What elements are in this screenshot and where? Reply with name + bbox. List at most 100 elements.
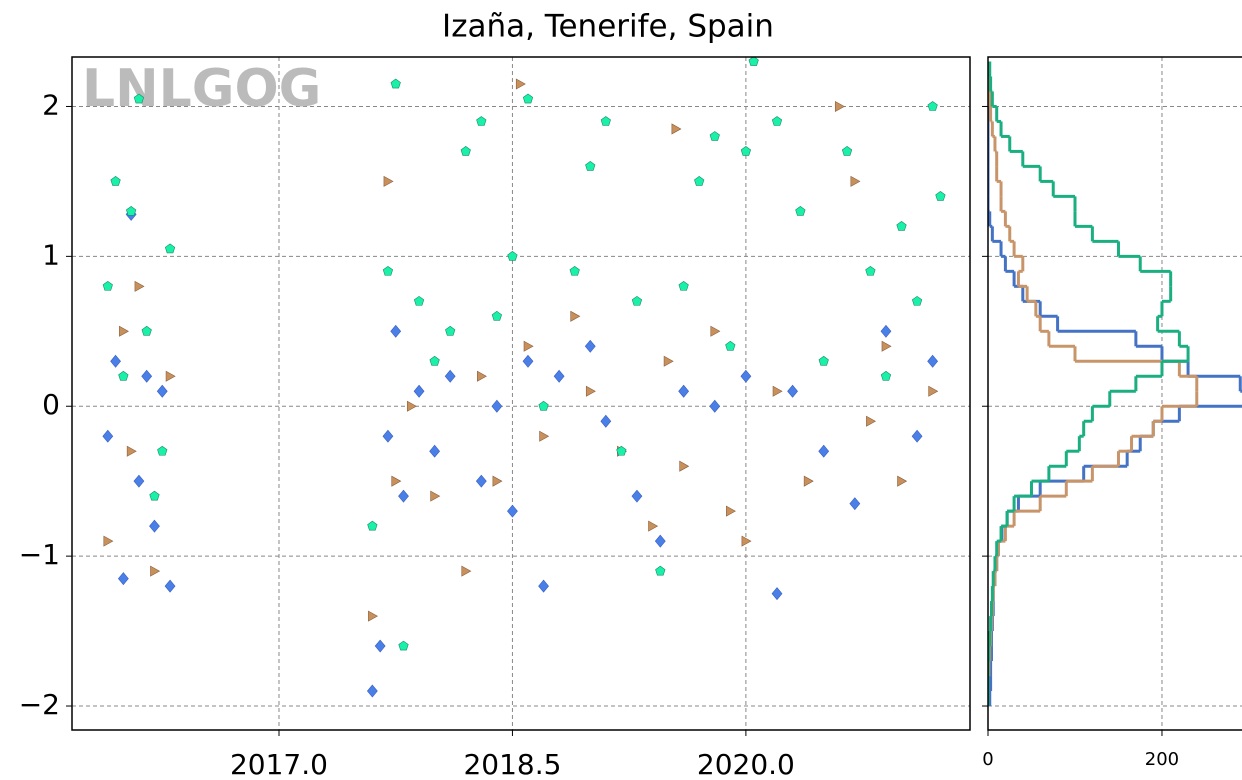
point	[896, 221, 907, 231]
y-tick-label: −1	[19, 538, 60, 571]
point	[726, 505, 736, 517]
point	[164, 579, 176, 593]
point	[740, 146, 751, 156]
chart-title: Izaña, Tenerife, Spain	[442, 9, 774, 45]
point	[134, 280, 145, 292]
point	[157, 445, 168, 456]
point	[374, 639, 386, 653]
point	[678, 280, 689, 291]
x-tick-label: 200	[1145, 749, 1179, 770]
point	[803, 475, 814, 487]
point	[477, 370, 487, 382]
point	[748, 57, 759, 66]
x-tick-label: 2017.0	[230, 748, 328, 780]
point	[133, 93, 145, 104]
point	[741, 535, 752, 547]
point	[523, 340, 534, 352]
point	[165, 370, 176, 382]
point	[539, 430, 550, 442]
point	[141, 325, 152, 336]
point	[710, 325, 721, 337]
point	[164, 243, 176, 254]
point	[911, 429, 923, 443]
point	[126, 206, 137, 216]
point	[654, 534, 666, 548]
point	[507, 250, 518, 261]
point	[648, 520, 659, 532]
point	[880, 370, 892, 381]
point	[771, 116, 783, 126]
point	[445, 325, 456, 336]
point	[492, 475, 503, 487]
point	[382, 265, 394, 276]
point	[383, 175, 394, 187]
point	[600, 116, 611, 126]
point	[553, 369, 565, 383]
point	[102, 280, 113, 291]
x-tick-label: 2020.0	[697, 748, 795, 780]
point	[787, 384, 798, 398]
point	[398, 489, 409, 503]
point	[631, 295, 643, 306]
point	[150, 565, 161, 577]
point	[538, 579, 549, 593]
point	[141, 369, 153, 383]
point	[522, 93, 534, 104]
point	[366, 684, 378, 698]
point	[461, 565, 472, 577]
point	[850, 175, 861, 187]
point	[569, 265, 580, 276]
histogram-area	[988, 57, 1242, 730]
point	[103, 535, 114, 547]
point	[795, 206, 806, 216]
point	[616, 445, 627, 456]
y-tick-label: 0	[42, 388, 60, 421]
point	[491, 310, 502, 321]
point	[818, 444, 830, 458]
point	[771, 587, 783, 601]
point	[927, 101, 938, 111]
plot-area: LNLGOG	[72, 57, 970, 730]
point	[865, 265, 876, 276]
point	[725, 340, 736, 351]
point	[585, 385, 596, 397]
point	[834, 100, 845, 112]
point	[149, 490, 160, 501]
point	[475, 474, 487, 488]
point	[679, 460, 690, 472]
axes: −2 −1 0 1 2 2017.0 2018.5 2020.0 0 200	[19, 56, 1242, 780]
point	[570, 310, 581, 322]
hist-frame	[987, 56, 1242, 731]
point	[119, 325, 129, 337]
point	[460, 146, 471, 156]
point	[678, 384, 690, 398]
point	[429, 444, 441, 458]
point	[600, 414, 612, 428]
y-tick-label: −2	[19, 688, 60, 721]
watermark: LNLGOG	[82, 59, 321, 119]
point	[866, 415, 877, 427]
point	[897, 475, 908, 487]
point	[694, 176, 705, 186]
point	[881, 340, 892, 352]
point	[149, 519, 160, 533]
point	[118, 370, 129, 381]
point	[507, 504, 518, 518]
point	[413, 384, 425, 398]
point	[772, 385, 783, 397]
point	[655, 565, 666, 576]
point	[117, 572, 129, 586]
y-tick-label: 2	[42, 88, 60, 121]
point	[927, 354, 939, 368]
plot-frame	[71, 56, 971, 731]
point	[382, 429, 394, 443]
point	[935, 191, 946, 201]
point	[406, 400, 417, 412]
point	[156, 384, 168, 398]
point	[367, 520, 378, 531]
point	[740, 369, 752, 383]
point	[126, 445, 137, 457]
point	[398, 640, 409, 651]
y-tick-label: 1	[42, 238, 60, 271]
